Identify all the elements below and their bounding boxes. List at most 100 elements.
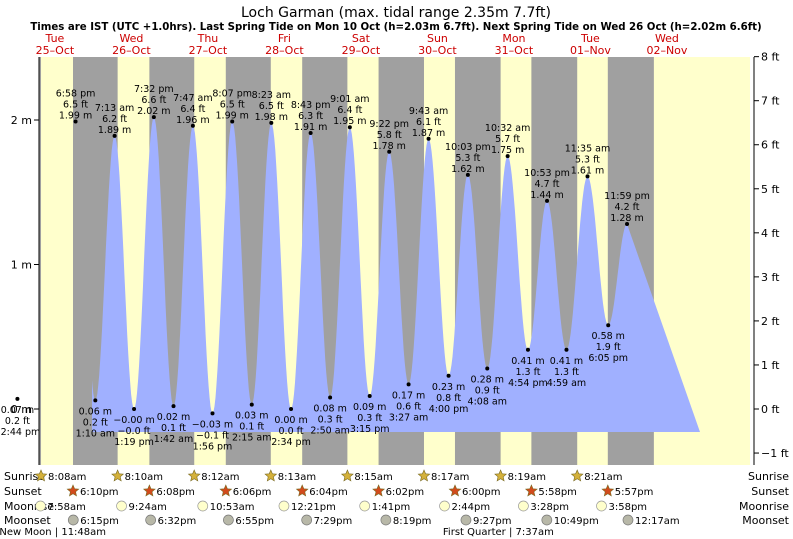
moonrise-icon xyxy=(197,500,209,512)
tide-label: 0.6 ft xyxy=(396,401,421,412)
moonrise-time: 10:53am xyxy=(210,502,255,513)
sunset-time: 6:02pm xyxy=(386,487,425,498)
tide-label: 6.3 ft xyxy=(298,111,323,122)
moon-phase-label: New Moon | 11:48am xyxy=(0,527,106,538)
moonrise-time: 7:58am xyxy=(47,502,85,513)
moonrise-time: 3:28pm xyxy=(530,502,569,513)
tide-label: 0.3 ft xyxy=(357,413,382,424)
tide-label: 0.41 m xyxy=(550,356,583,367)
sunset-time: 5:58pm xyxy=(538,487,577,498)
tide-curve xyxy=(92,117,700,432)
sunrise-time: 8:10am xyxy=(125,472,163,483)
moonset-time: 6:32pm xyxy=(158,516,197,527)
sunset-time: 6:04pm xyxy=(309,487,348,498)
tide-label: 1.99 m xyxy=(216,110,249,121)
tide-label: 4:54 pm xyxy=(508,378,548,389)
tide-label: 11:35 am xyxy=(565,143,610,154)
sunrise-star-icon xyxy=(264,469,278,482)
tide-label: 6.2 ft xyxy=(102,114,127,125)
left-tick-label: 0 m xyxy=(11,403,32,416)
sunset-time: 6:00pm xyxy=(462,487,501,498)
tide-label: 8:23 am xyxy=(252,90,291,101)
high-tide-point xyxy=(585,174,590,179)
high-tide-point xyxy=(190,123,195,128)
low-tide-point xyxy=(367,393,372,398)
sunrise-time: 8:13am xyxy=(278,472,316,483)
tide-label: 1.28 m xyxy=(610,213,643,224)
tide-label: 1.75 m xyxy=(491,145,524,156)
high-tide-point xyxy=(73,119,78,124)
tide-label: 2.02 m xyxy=(137,106,170,117)
high-tide-point xyxy=(505,154,510,159)
day-labels: Tue25–OctWed26–OctThu27–OctFri28–OctSat2… xyxy=(36,32,688,57)
high-tide-point xyxy=(112,133,117,138)
row-label-left: Sunrise xyxy=(4,470,45,483)
tide-label: 1.98 m xyxy=(255,112,288,123)
tide-label: 1:19 pm xyxy=(114,437,154,448)
day-date: 30–Oct xyxy=(418,44,457,57)
tide-label: 6:05 pm xyxy=(588,353,628,364)
moon-phase-label: First Quarter | 7:37am xyxy=(443,527,554,538)
sunrise-star-icon xyxy=(34,469,48,482)
tide-label: 6.4 ft xyxy=(337,105,362,116)
axes: 8 ft 7 ft 6 ft 5 ft 4 ft 3 ft 2 ft 1 ft 0 ft −1 f… xyxy=(11,51,789,465)
tide-label: 2:50 am xyxy=(310,425,349,436)
row-label-left: Sunset xyxy=(4,485,42,498)
tide-label: 1:10 am xyxy=(76,428,115,439)
right-tick-label: 1 ft xyxy=(761,359,780,372)
tide-label: 0.09 m xyxy=(353,402,386,413)
low-tide-point xyxy=(249,402,254,407)
tide-label: 7:32 pm xyxy=(134,84,174,95)
moonrise-time: 2:44pm xyxy=(452,502,491,513)
tide-label: −0.0 ft xyxy=(118,426,151,437)
low-tide-point xyxy=(93,398,98,403)
moonrise-time: 3:58pm xyxy=(608,502,647,513)
tide-label: 4:00 pm xyxy=(429,404,469,415)
sunset-time: 6:08pm xyxy=(156,487,195,498)
tide-label: −0.03 m xyxy=(192,419,233,430)
sunrise-star-icon xyxy=(187,469,201,482)
right-tick-label: 0 ft xyxy=(761,403,780,416)
tide-label: 1:42 am xyxy=(154,434,193,445)
sunset-star-icon xyxy=(372,484,386,497)
tide-label: 5.8 ft xyxy=(377,130,402,141)
moonrise-icon xyxy=(35,500,46,512)
sunrise-time: 8:21am xyxy=(584,472,622,483)
moonset-time: 6:15pm xyxy=(80,516,119,527)
tide-label: 10:32 am xyxy=(485,123,530,134)
tide-label: 4:08 am xyxy=(468,397,507,408)
sunset-time: 5:57pm xyxy=(615,487,654,498)
moonset-icon xyxy=(67,514,79,526)
day-date: 26–Oct xyxy=(112,44,151,57)
tide-label: 0.02 m xyxy=(157,412,190,423)
day-date: 28–Oct xyxy=(265,44,304,57)
tide-label: 9:01 am xyxy=(330,94,369,105)
tide-label: 4:59 am xyxy=(547,378,586,389)
tide-label: 4.7 ft xyxy=(535,179,560,190)
tide-label: −0.1 ft xyxy=(196,430,229,441)
tide-label: 0.28 m xyxy=(471,375,504,386)
sunset-star-icon xyxy=(142,484,156,497)
day-name: Fri xyxy=(278,32,291,45)
high-tide-point xyxy=(545,198,550,203)
right-tick-label: 6 ft xyxy=(761,139,780,152)
tide-label: 0.06 m xyxy=(79,406,112,417)
tide-label: 0.07 m xyxy=(1,405,34,416)
sunrise-time: 8:15am xyxy=(354,472,392,483)
tide-label: 1.3 ft xyxy=(515,367,540,378)
moonrise-icon xyxy=(359,500,371,512)
sunrise-time: 8:12am xyxy=(201,472,239,483)
low-tide-point xyxy=(210,411,215,416)
day-date: 31–Oct xyxy=(495,44,534,57)
sunset-star-icon xyxy=(601,484,615,497)
day-date: 01–Nov xyxy=(570,44,611,57)
left-tick-label: 1 m xyxy=(11,259,32,272)
left-tick-label: 2 m xyxy=(11,114,32,127)
right-tick-label: 2 ft xyxy=(761,315,780,328)
sunrise-star-icon xyxy=(570,469,584,482)
moonset-icon xyxy=(223,514,234,526)
row-label-right: Sunrise xyxy=(748,470,789,483)
tide-label: 5.3 ft xyxy=(455,153,480,164)
row-label-right: Moonset xyxy=(742,514,789,527)
